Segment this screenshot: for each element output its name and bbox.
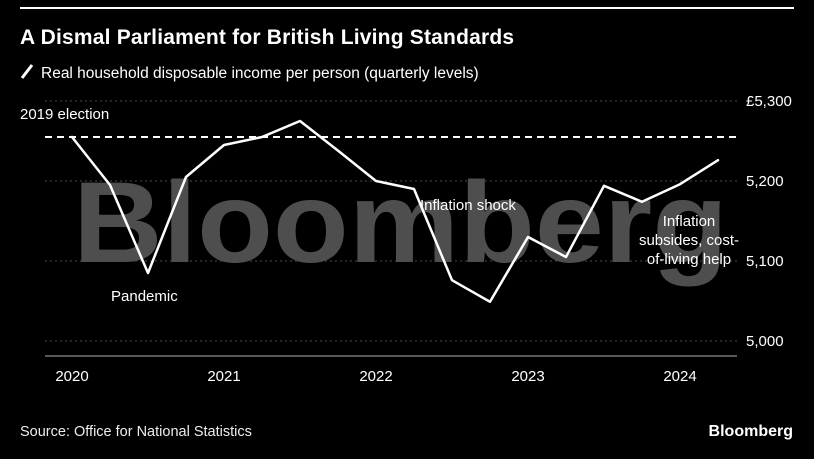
source-attribution: Source: Office for National Statistics <box>20 424 252 440</box>
y-axis-label: 5,200 <box>746 173 784 190</box>
annotation-inflation-subsides: Inflation subsides, cost-of-living help <box>638 213 740 268</box>
legend: Real household disposable income per per… <box>20 63 479 85</box>
income-line-series <box>70 119 720 304</box>
x-axis-label: 2024 <box>663 368 696 385</box>
watermark-text: Bloomberg <box>73 159 728 287</box>
y-axis-label: £5,300 <box>746 93 792 110</box>
x-axis-label: 2020 <box>55 368 88 385</box>
legend-label: Real household disposable income per per… <box>41 65 479 82</box>
line-series-legend-icon <box>20 63 34 85</box>
annotation-inflation-shock: Inflation shock <box>420 197 516 214</box>
annotation-pandemic: Pandemic <box>111 288 178 305</box>
y-axis-label: 5,000 <box>746 333 784 350</box>
y-axis-label: 5,100 <box>746 253 784 270</box>
x-axis-label: 2022 <box>359 368 392 385</box>
footer: Source: Office for National Statistics B… <box>0 422 814 452</box>
top-divider-rule <box>20 7 794 9</box>
chart-title: A Dismal Parliament for British Living S… <box>20 26 515 49</box>
x-axis-label: 2023 <box>511 368 544 385</box>
annotation-2019-election: 2019 election <box>20 106 110 123</box>
x-axis-label: 2021 <box>207 368 240 385</box>
bloomberg-logo: Bloomberg <box>708 423 793 440</box>
